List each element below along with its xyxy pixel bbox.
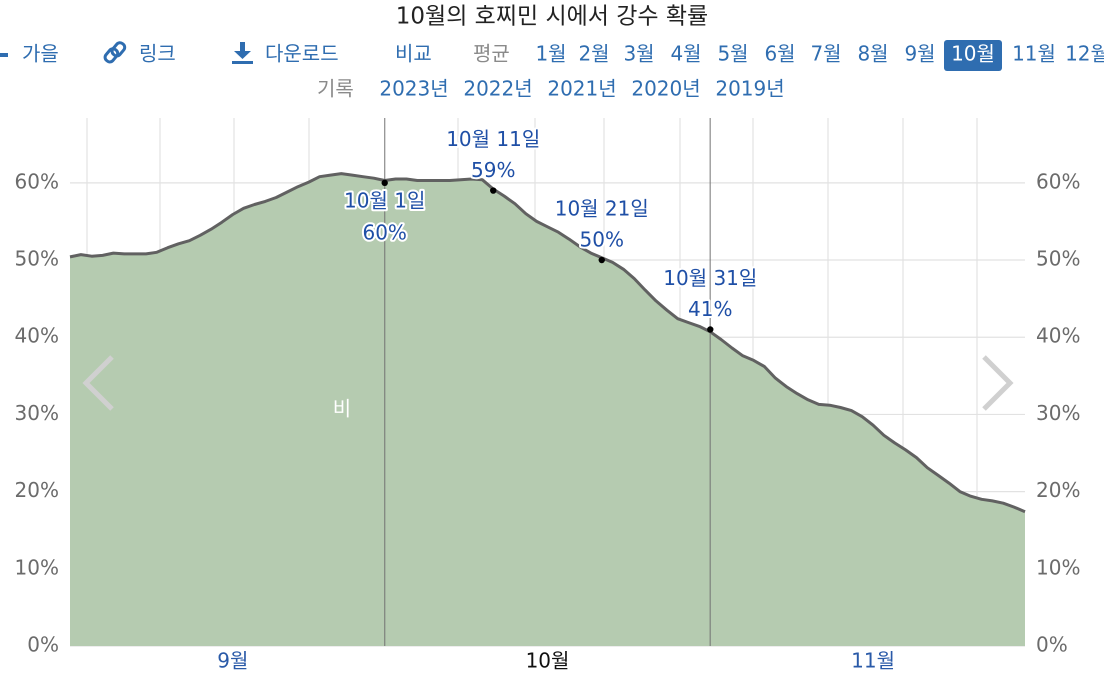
area-line xyxy=(69,172,1026,514)
month-lines xyxy=(384,118,711,646)
area xyxy=(70,173,1025,646)
year-link[interactable]: 2022년 xyxy=(463,77,532,101)
y2-tick-label: 20% xyxy=(1036,478,1080,502)
month-link[interactable]: 2월 xyxy=(578,42,609,66)
month-link[interactable]: 9월 xyxy=(904,42,935,66)
compare-link[interactable]: 비교 xyxy=(395,42,432,66)
y-tick-label: 50% xyxy=(15,247,59,271)
annotation-date: 10월 11일 xyxy=(446,127,540,151)
y-tick-label: 10% xyxy=(15,555,59,579)
year-link[interactable]: 2020년 xyxy=(631,77,700,101)
annotation-value: 59% xyxy=(471,158,515,182)
month-link[interactable]: 6월 xyxy=(764,42,795,66)
annotation-date: 10월 1일 xyxy=(344,188,425,212)
annotation-point xyxy=(707,326,714,333)
y-tick-label: 60% xyxy=(15,169,59,193)
download-icon xyxy=(232,42,253,64)
y-tick-label: 40% xyxy=(15,324,59,348)
month-link[interactable]: 12월 xyxy=(1065,42,1104,66)
y2-tick-label: 30% xyxy=(1036,401,1080,425)
month-link[interactable]: 1월 xyxy=(535,42,566,66)
annotation-value: 60% xyxy=(362,220,406,244)
annotation-point xyxy=(598,256,605,264)
annotation-point xyxy=(381,179,388,187)
history-label: 기록 xyxy=(317,77,354,101)
y-tick-label: 20% xyxy=(15,478,59,502)
x-tick-label: 10월 xyxy=(526,649,570,673)
y2-tick-label: 0% xyxy=(1036,633,1068,657)
chart-title: 10월의 호찌민 시에서 강수 확률 xyxy=(396,4,708,30)
annotation-value: 41% xyxy=(688,297,732,321)
month-link[interactable]: 11월 xyxy=(1012,42,1056,66)
annotation-value: 50% xyxy=(580,228,624,252)
plot xyxy=(69,172,1026,647)
annotation-date: 10월 21일 xyxy=(555,197,649,221)
month-link[interactable]: 7월 xyxy=(810,42,841,66)
month-link[interactable]: 10월 xyxy=(951,42,995,66)
area-label: 비 xyxy=(333,397,351,421)
link-link[interactable]: 링크 xyxy=(139,42,176,66)
annotation-point xyxy=(490,187,497,194)
next-arrow[interactable] xyxy=(982,355,1014,411)
y2-tick-label: 40% xyxy=(1036,324,1080,348)
link-icon xyxy=(103,41,127,64)
month-link[interactable]: 8월 xyxy=(857,42,888,66)
prev-arrow[interactable] xyxy=(82,355,114,411)
month-link[interactable]: 5월 xyxy=(717,42,748,66)
year-link[interactable]: 2021년 xyxy=(547,77,616,101)
y-tick-label: 0% xyxy=(27,633,59,657)
month-link[interactable]: 3월 xyxy=(623,42,654,66)
average-label: 평균 xyxy=(473,42,510,66)
y2-tick-label: 50% xyxy=(1036,247,1080,271)
selected-month-bg xyxy=(944,40,1002,71)
y2-tick-label: 10% xyxy=(1036,555,1080,579)
season-icon xyxy=(0,53,8,57)
season-link[interactable]: 가을 xyxy=(22,42,59,66)
year-link[interactable]: 2019년 xyxy=(715,77,784,101)
x-tick-label: 9월 xyxy=(217,649,248,673)
download-link[interactable]: 다운로드 xyxy=(265,42,339,66)
y2-tick-label: 60% xyxy=(1036,169,1080,193)
month-link[interactable]: 4월 xyxy=(670,42,701,66)
annotation-date: 10월 31일 xyxy=(663,266,757,290)
x-tick-label: 11월 xyxy=(851,649,895,673)
year-link[interactable]: 2023년 xyxy=(379,77,448,101)
y-tick-label: 30% xyxy=(15,401,59,425)
